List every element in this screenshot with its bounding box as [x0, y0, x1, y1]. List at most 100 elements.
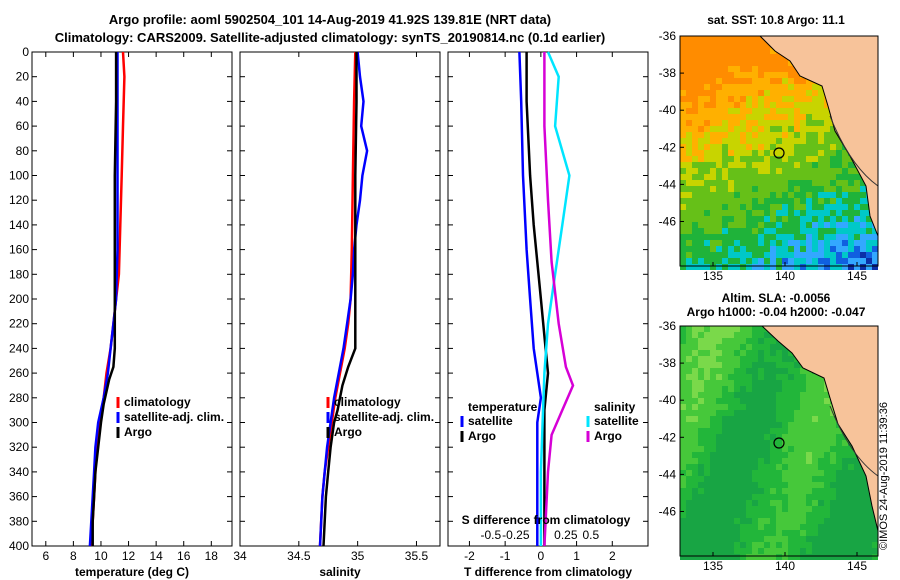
map-cell: [746, 78, 752, 84]
map-cell: [746, 524, 752, 530]
map-cell: [836, 204, 842, 210]
map-cell: [698, 362, 704, 368]
map-cell: [686, 78, 692, 84]
map-cell: [728, 72, 734, 78]
map-cell: [770, 434, 776, 440]
x-axis-label: temperature (deg C): [75, 565, 189, 579]
map-cell: [734, 132, 740, 138]
map-cell: [686, 234, 692, 240]
map-cell: [764, 96, 770, 102]
map-cell: [836, 150, 842, 156]
map-cell: [752, 108, 758, 114]
map-cell: [758, 42, 764, 48]
map-cell: [698, 410, 704, 416]
map-cell: [848, 500, 854, 506]
map-cell: [680, 458, 686, 464]
map-cell: [824, 452, 830, 458]
map-cell: [710, 326, 716, 332]
map-cell: [710, 216, 716, 222]
map-cell: [728, 398, 734, 404]
map-cell: [764, 108, 770, 114]
map-cell: [752, 96, 758, 102]
map-cell: [716, 216, 722, 222]
map-cell: [728, 90, 734, 96]
map-cell: [788, 434, 794, 440]
map-cell: [824, 518, 830, 524]
map-cell: [794, 156, 800, 162]
map-cell: [788, 524, 794, 530]
map-cell: [812, 186, 818, 192]
map-cell: [746, 186, 752, 192]
map-cell: [788, 192, 794, 198]
map-cell: [848, 458, 854, 464]
map-cell: [746, 536, 752, 542]
map-lon-label: 145: [847, 559, 867, 573]
legend-label: Argo: [334, 425, 362, 439]
map-cell: [806, 470, 812, 476]
map-cell: [686, 138, 692, 144]
map-cell: [812, 512, 818, 518]
map-cell: [848, 222, 854, 228]
map-cell: [806, 422, 812, 428]
map-cell: [806, 446, 812, 452]
map-cell: [794, 264, 800, 270]
map-cell: [800, 222, 806, 228]
map-cell: [722, 90, 728, 96]
map-cell: [860, 554, 866, 560]
legend-label: Argo: [124, 425, 152, 439]
map-cell: [764, 434, 770, 440]
map-cell: [854, 246, 860, 252]
map-cell: [812, 264, 818, 270]
map-cell: [746, 54, 752, 60]
map-cell: [764, 48, 770, 54]
map-cell: [692, 84, 698, 90]
map-cell: [812, 470, 818, 476]
map-cell: [686, 192, 692, 198]
map-cell: [680, 494, 686, 500]
map-cell: [716, 542, 722, 548]
map-cell: [758, 542, 764, 548]
map-cell: [806, 482, 812, 488]
map-cell: [770, 114, 776, 120]
map-cell: [680, 162, 686, 168]
map-cell: [776, 458, 782, 464]
map-cell: [800, 252, 806, 258]
map-cell: [740, 234, 746, 240]
map-cell: [698, 332, 704, 338]
map-cell: [854, 180, 860, 186]
map-cell: [752, 192, 758, 198]
map-cell: [704, 48, 710, 54]
map-cell: [812, 144, 818, 150]
map-cell: [710, 332, 716, 338]
map-cell: [794, 138, 800, 144]
y-tick-label: 140: [9, 218, 29, 232]
map-cell: [692, 422, 698, 428]
map-cell: [728, 78, 734, 84]
map-cell: [782, 156, 788, 162]
map-cell: [866, 228, 872, 234]
map-cell: [692, 542, 698, 548]
map-cell: [716, 458, 722, 464]
map-cell: [734, 356, 740, 362]
map-cell: [680, 518, 686, 524]
map-cell: [764, 156, 770, 162]
map-cell: [734, 192, 740, 198]
map-cell: [752, 234, 758, 240]
map-cell: [728, 548, 734, 554]
map-cell: [710, 180, 716, 186]
map-cell: [854, 458, 860, 464]
map-cell: [800, 464, 806, 470]
map-cell: [800, 524, 806, 530]
map-cell: [818, 156, 824, 162]
map-cell: [680, 554, 686, 560]
map-cell: [722, 78, 728, 84]
map-cell: [764, 252, 770, 258]
map-cell: [806, 246, 812, 252]
map-cell: [824, 198, 830, 204]
map-cell: [770, 506, 776, 512]
map-cell: [830, 536, 836, 542]
map-cell: [842, 446, 848, 452]
map-cell: [716, 350, 722, 356]
map-cell: [818, 464, 824, 470]
map-cell: [812, 398, 818, 404]
